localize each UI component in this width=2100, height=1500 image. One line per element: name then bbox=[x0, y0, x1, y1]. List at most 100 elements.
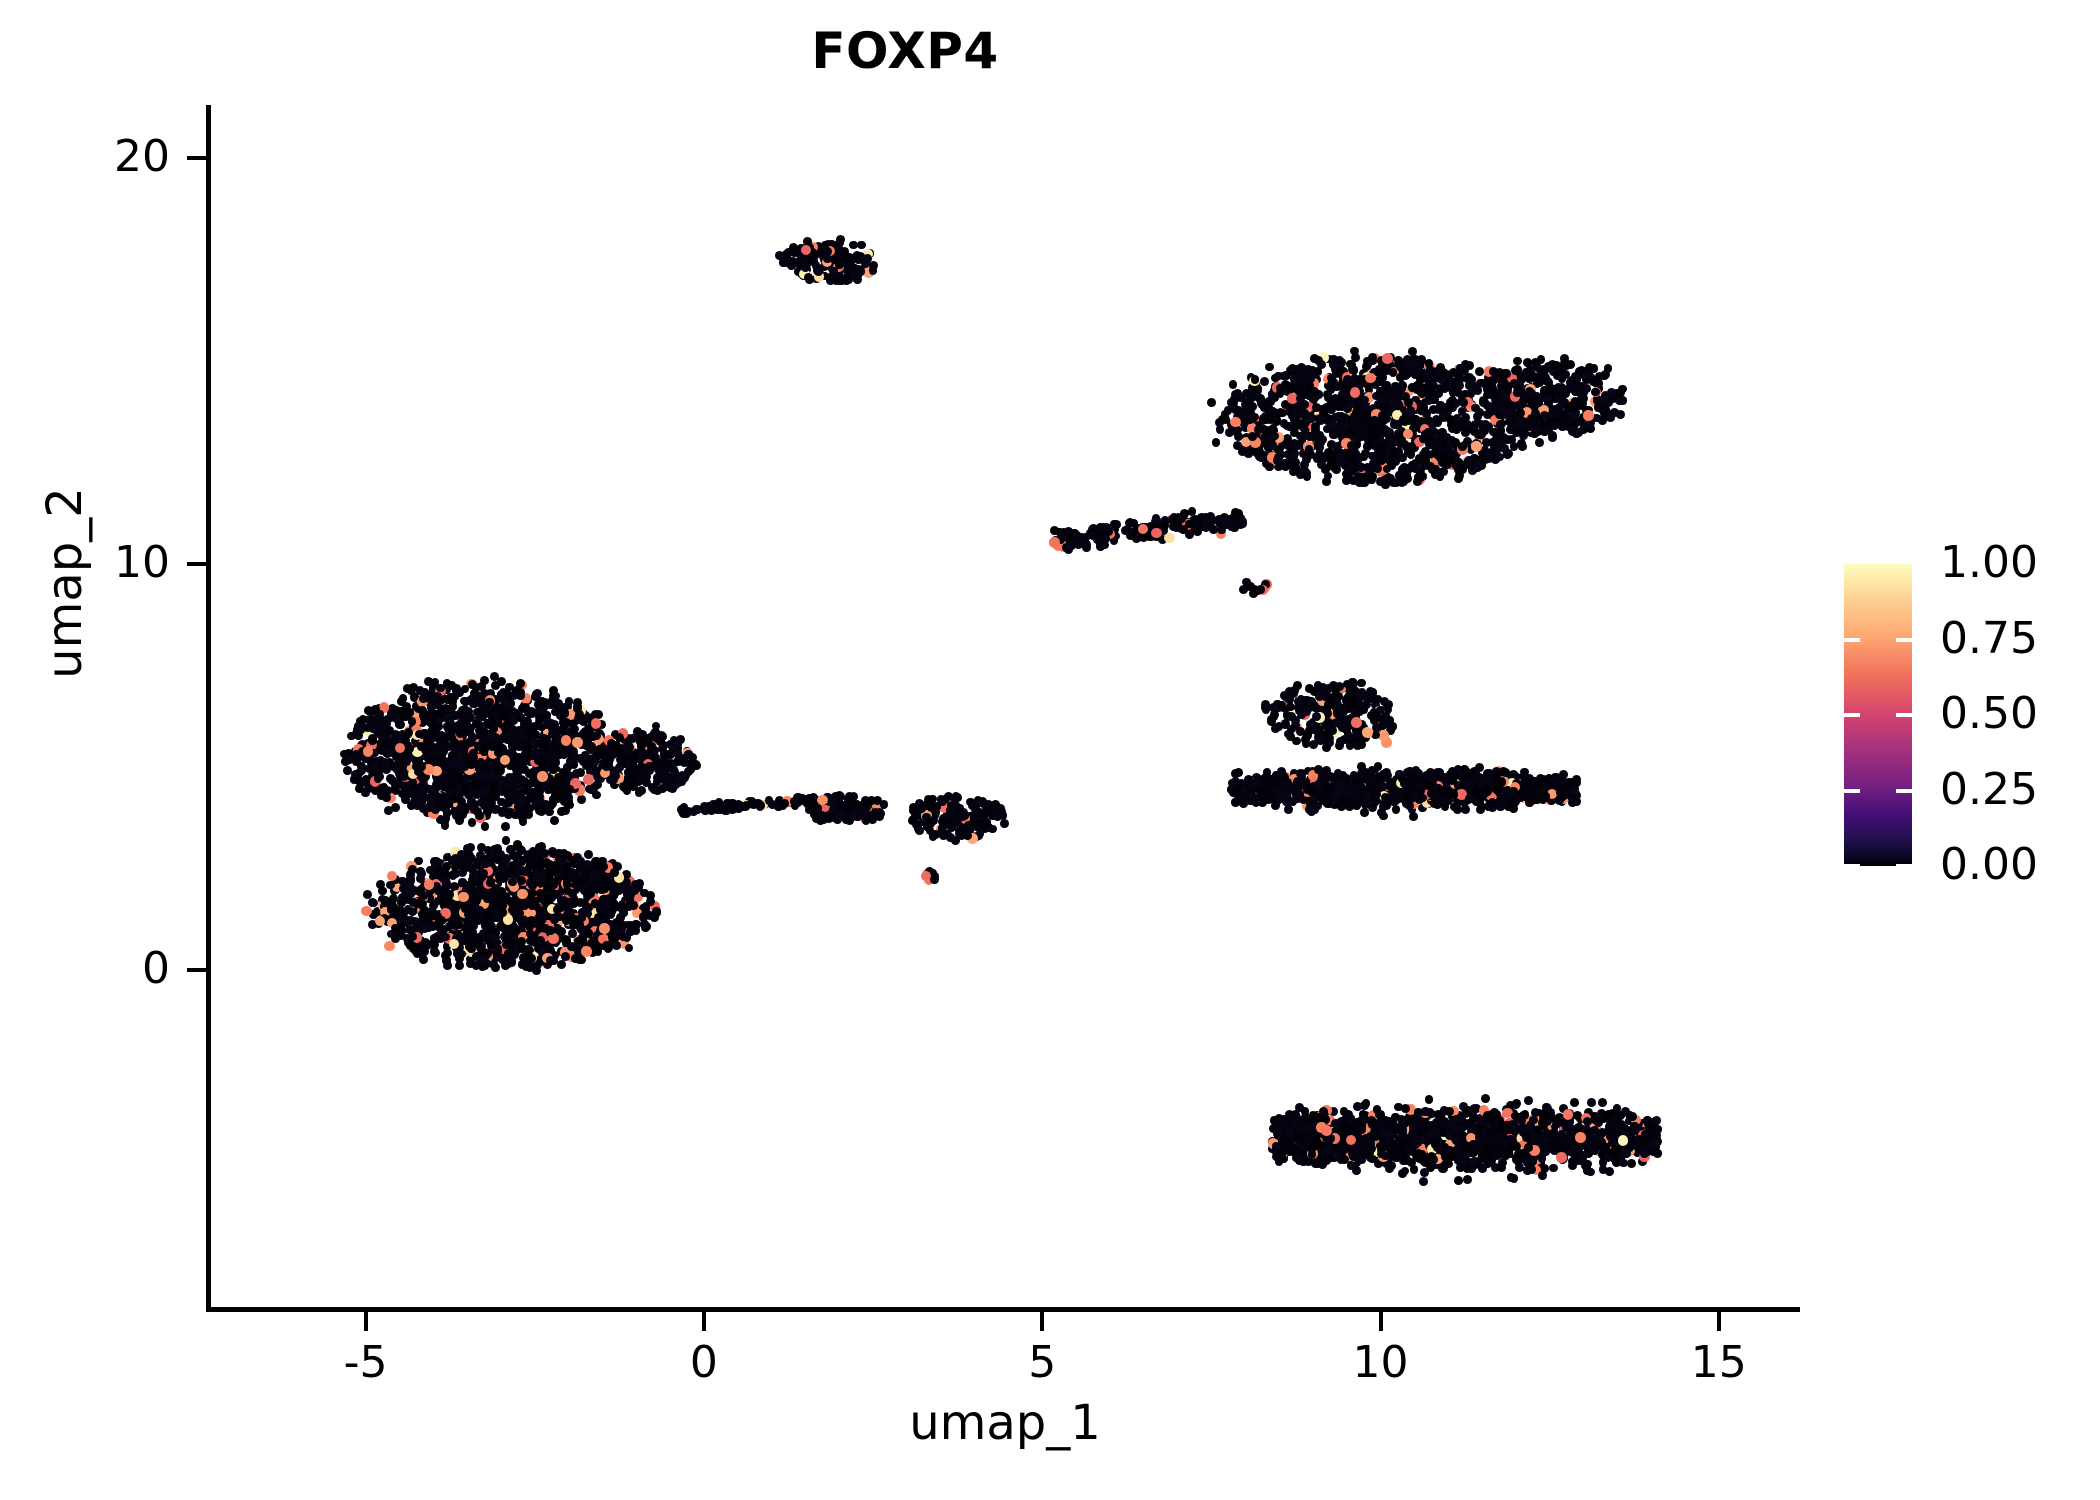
scatter-point bbox=[1416, 417, 1426, 427]
scatter-point bbox=[618, 931, 628, 941]
scatter-point bbox=[1112, 520, 1121, 530]
scatter-point bbox=[1322, 477, 1332, 487]
scatter-point bbox=[1525, 387, 1535, 396]
scatter-point bbox=[1384, 390, 1394, 400]
scatter-point bbox=[401, 756, 411, 766]
scatter-point bbox=[1478, 395, 1488, 405]
scatter-point bbox=[497, 808, 507, 817]
scatter-point bbox=[1230, 389, 1240, 399]
scatter-point bbox=[553, 905, 562, 915]
scatter-point bbox=[1404, 398, 1414, 407]
scatter-point bbox=[442, 960, 452, 970]
scatter-point bbox=[519, 866, 529, 876]
scatter-point bbox=[1489, 367, 1498, 376]
scatter-point bbox=[577, 924, 587, 934]
scatter-point bbox=[860, 256, 870, 265]
scatter-point bbox=[649, 913, 659, 923]
scatter-point bbox=[1437, 374, 1447, 384]
scatter-point bbox=[803, 251, 812, 260]
scatter-point bbox=[1349, 476, 1359, 485]
scatter-point bbox=[828, 266, 838, 276]
scatter-point bbox=[1419, 403, 1429, 412]
scatter-point bbox=[1475, 367, 1485, 377]
scatter-point bbox=[1237, 412, 1247, 422]
scatter-point bbox=[1581, 384, 1591, 394]
scatter-point bbox=[411, 945, 421, 955]
scatter-point bbox=[468, 679, 477, 689]
scatter-point bbox=[857, 240, 866, 250]
scatter-point bbox=[565, 800, 575, 810]
scatter-point bbox=[1394, 399, 1404, 409]
scatter-point bbox=[1342, 383, 1351, 393]
scatter-point bbox=[1589, 363, 1599, 373]
scatter-point bbox=[540, 897, 550, 907]
scatter-point bbox=[1460, 360, 1470, 369]
scatter-point bbox=[546, 700, 555, 710]
scatter-point bbox=[437, 735, 446, 745]
scatter-point bbox=[1235, 393, 1245, 403]
scatter-point bbox=[1363, 463, 1372, 472]
scatter-point bbox=[1419, 461, 1429, 471]
scatter-point bbox=[418, 891, 428, 900]
scatter-point bbox=[1316, 438, 1326, 447]
scatter-point bbox=[1459, 398, 1468, 407]
scatter-point bbox=[1302, 471, 1312, 481]
scatter-point bbox=[362, 745, 374, 757]
y-axis-spine bbox=[206, 105, 211, 1307]
scatter-point bbox=[508, 862, 518, 872]
scatter-point bbox=[868, 266, 878, 275]
scatter-point bbox=[1381, 480, 1391, 490]
scatter-point bbox=[363, 784, 373, 794]
scatter-point bbox=[820, 271, 830, 281]
scatter-point bbox=[1488, 377, 1498, 387]
scatter-point bbox=[774, 251, 784, 261]
scatter-point bbox=[383, 805, 393, 815]
scatter-point bbox=[1231, 427, 1241, 437]
scatter-point bbox=[1387, 461, 1396, 471]
scatter-point bbox=[840, 273, 849, 283]
scatter-point bbox=[568, 899, 578, 909]
scatter-point bbox=[1567, 400, 1577, 410]
scatter-point bbox=[805, 257, 815, 267]
scatter-point bbox=[831, 275, 841, 285]
scatter-point bbox=[1081, 543, 1091, 553]
scatter-point bbox=[1352, 408, 1361, 417]
scatter-point bbox=[369, 760, 378, 770]
scatter-point bbox=[1461, 413, 1470, 423]
scatter-point bbox=[1418, 434, 1428, 444]
scatter-point bbox=[1254, 446, 1264, 456]
scatter-point bbox=[1215, 424, 1225, 434]
scatter-point bbox=[1553, 409, 1563, 419]
scatter-point bbox=[1427, 450, 1437, 460]
scatter-point bbox=[1230, 416, 1241, 428]
plot-axes: -5 0 5 10 15 0 10 20 bbox=[114, 105, 1800, 1388]
scatter-point bbox=[455, 729, 465, 738]
scatter-point bbox=[549, 752, 559, 762]
page-title: FOXP4 bbox=[811, 22, 999, 80]
scatter-point bbox=[1268, 424, 1278, 433]
scatter-point bbox=[480, 735, 489, 745]
scatter-point bbox=[384, 940, 395, 952]
scatter-point bbox=[1450, 438, 1460, 447]
scatter-point bbox=[1238, 418, 1248, 428]
scatter-point bbox=[1481, 420, 1491, 430]
scatter-point bbox=[612, 862, 622, 872]
scatter-point bbox=[1315, 430, 1324, 440]
scatter-point bbox=[1365, 372, 1376, 384]
scatter-point bbox=[1265, 362, 1275, 372]
scatter-point bbox=[1543, 362, 1553, 372]
scatter-point bbox=[357, 762, 367, 771]
scatter-point bbox=[1417, 388, 1426, 397]
scatter-point bbox=[1470, 403, 1480, 413]
scatter-point bbox=[1211, 438, 1221, 448]
scatter-point bbox=[1288, 402, 1298, 412]
scatter-point bbox=[1466, 461, 1475, 471]
scatter-point bbox=[1352, 439, 1362, 449]
scatter-point bbox=[1451, 399, 1461, 409]
scatter-point bbox=[1425, 461, 1435, 471]
scatter-point bbox=[1437, 428, 1447, 438]
scatter-point bbox=[560, 952, 570, 962]
scatter-point bbox=[1487, 437, 1497, 447]
scatter-point bbox=[434, 931, 444, 941]
scatter-point bbox=[1376, 366, 1386, 376]
